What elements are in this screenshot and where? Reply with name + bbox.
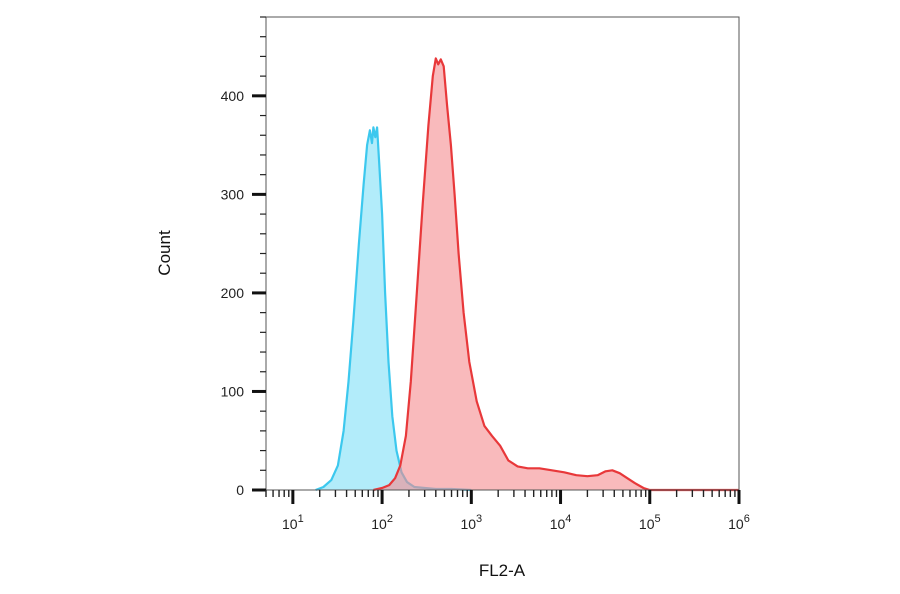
y-tick-label: 400 bbox=[221, 88, 245, 104]
series-layer bbox=[315, 57, 739, 492]
x-tick-label: 103 bbox=[460, 513, 482, 532]
histogram-fill-1 bbox=[315, 127, 472, 491]
x-axis-title: FL2-A bbox=[479, 561, 526, 580]
x-tick-label: 105 bbox=[639, 513, 661, 532]
y-axis-title: Count bbox=[155, 230, 174, 276]
x-tick-label: 101 bbox=[282, 513, 304, 532]
y-axis: 0 100 200 300 400 bbox=[221, 16, 266, 498]
x-axis: 101 102 103 104 105 106 bbox=[265, 490, 750, 532]
x-tick-label: 106 bbox=[728, 513, 750, 532]
plot-frame bbox=[265, 16, 740, 491]
y-tick-label: 100 bbox=[221, 383, 245, 399]
y-tick-label: 300 bbox=[221, 186, 245, 202]
x-tick-label: 104 bbox=[550, 513, 572, 532]
y-tick-label: 0 bbox=[236, 482, 244, 498]
y-tick-label: 200 bbox=[221, 285, 245, 301]
histogram-line-2 bbox=[373, 57, 739, 492]
x-tick-label: 102 bbox=[371, 513, 393, 532]
histogram-fill-2 bbox=[373, 58, 739, 491]
